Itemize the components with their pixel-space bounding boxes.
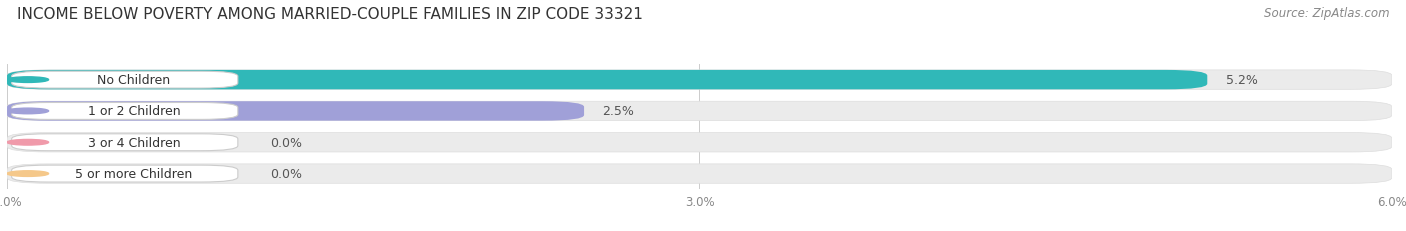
Circle shape: [7, 140, 49, 146]
Text: 1 or 2 Children: 1 or 2 Children: [87, 105, 180, 118]
FancyBboxPatch shape: [7, 102, 583, 121]
FancyBboxPatch shape: [7, 71, 1208, 90]
Text: 5 or more Children: 5 or more Children: [76, 167, 193, 180]
Text: Source: ZipAtlas.com: Source: ZipAtlas.com: [1264, 7, 1389, 20]
Text: 2.5%: 2.5%: [603, 105, 634, 118]
Text: 0.0%: 0.0%: [270, 167, 302, 180]
FancyBboxPatch shape: [7, 102, 1392, 121]
Text: 5.2%: 5.2%: [1226, 74, 1257, 87]
Text: INCOME BELOW POVERTY AMONG MARRIED-COUPLE FAMILIES IN ZIP CODE 33321: INCOME BELOW POVERTY AMONG MARRIED-COUPL…: [17, 7, 643, 22]
FancyBboxPatch shape: [11, 165, 238, 182]
FancyBboxPatch shape: [11, 103, 238, 120]
FancyBboxPatch shape: [11, 134, 238, 151]
FancyBboxPatch shape: [11, 72, 238, 89]
Circle shape: [7, 109, 49, 114]
FancyBboxPatch shape: [7, 133, 1392, 152]
Circle shape: [7, 171, 49, 177]
Text: 0.0%: 0.0%: [270, 136, 302, 149]
FancyBboxPatch shape: [7, 71, 1392, 90]
Circle shape: [7, 77, 49, 83]
Text: 3 or 4 Children: 3 or 4 Children: [87, 136, 180, 149]
Text: No Children: No Children: [97, 74, 170, 87]
FancyBboxPatch shape: [7, 164, 1392, 183]
